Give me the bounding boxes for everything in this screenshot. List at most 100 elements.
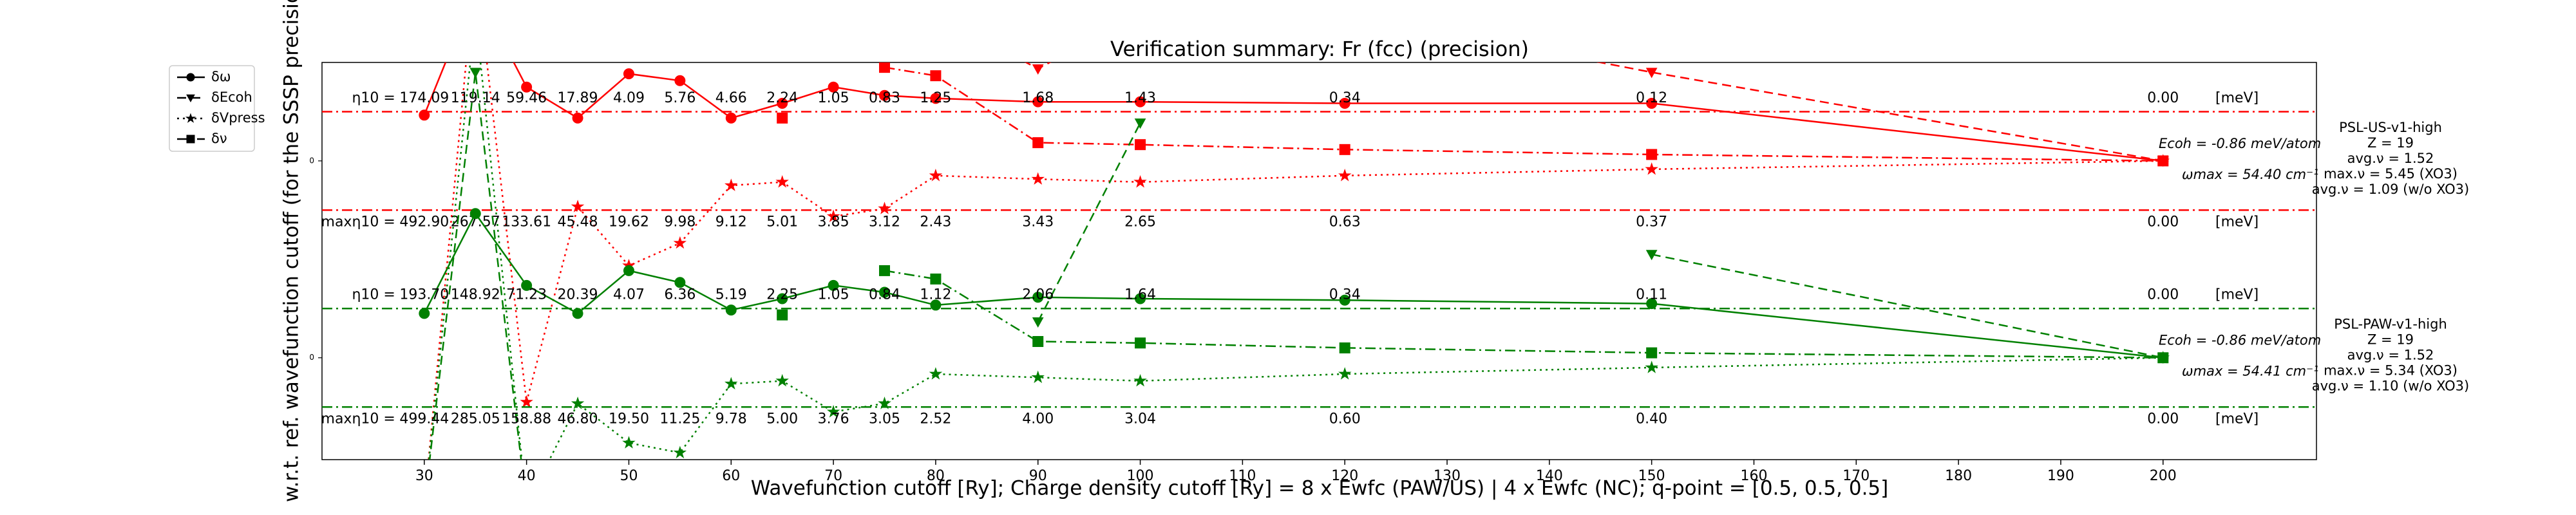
max-eta-label: maxη10 =: [321, 214, 395, 230]
eta-value: 71.23: [506, 287, 547, 303]
eta-value: 1.64: [1124, 287, 1156, 303]
marker: [931, 9, 941, 18]
max-eta-value: 0.60: [1329, 411, 1361, 427]
max-eta-value: 2.52: [920, 411, 951, 427]
marker: [724, 178, 738, 191]
x-tick-label: 130: [1434, 468, 1461, 484]
max-eta-value: 492.90: [399, 214, 449, 230]
max-eta-value: 0.63: [1329, 214, 1361, 230]
eta-value: 4.66: [715, 90, 747, 106]
note: ωmax = 54.40 cm⁻¹: [2182, 167, 2319, 182]
x-tick-label: 70: [824, 468, 842, 484]
marker: [1646, 149, 1658, 160]
marker: [1339, 294, 1350, 306]
series-line: [884, 270, 2163, 359]
x-tick-label: 120: [1331, 468, 1358, 484]
marker: [775, 175, 789, 188]
eta-label: η10 =: [352, 90, 395, 106]
series-line: [423, 62, 2163, 162]
marker: [521, 500, 533, 510]
marker: [879, 265, 891, 276]
marker: [1646, 298, 1658, 310]
unit-label: [meV]: [2215, 287, 2259, 303]
marker: [571, 200, 585, 212]
marker: [777, 9, 788, 18]
marker: [930, 93, 942, 104]
y-tick-label: 0: [309, 353, 314, 362]
marker: [777, 97, 788, 109]
panel-info: avg.ν = 1.52: [2347, 151, 2434, 166]
series-line: [884, 66, 2163, 162]
max-eta-value: 45.48: [558, 214, 598, 230]
x-tick-label: 110: [1229, 468, 1256, 484]
max-eta-value: 0.00: [2147, 411, 2179, 427]
marker: [674, 75, 686, 86]
x-tick-label: 200: [2150, 468, 2177, 484]
marker: [1135, 337, 1146, 349]
marker: [186, 94, 195, 103]
legend-label: δω: [211, 69, 231, 84]
chart-title: Verification summary: Fr (fcc) (precisio…: [1110, 37, 1529, 61]
eta-value: 6.36: [664, 287, 696, 303]
eta-value: 0.00: [2147, 90, 2179, 106]
max-eta-value: 2.43: [920, 214, 951, 230]
marker: [1133, 373, 1147, 387]
eta-value: 0.83: [869, 90, 900, 106]
marker: [520, 395, 533, 408]
marker: [572, 308, 583, 319]
marker: [186, 73, 195, 82]
max-eta-value: 3.12: [869, 214, 900, 230]
marker: [1032, 137, 1044, 149]
marker: [929, 367, 943, 380]
max-eta-value: 4.00: [1022, 411, 1054, 427]
marker: [724, 377, 738, 389]
max-eta-value: 11.25: [659, 411, 700, 427]
panel-info: max.ν = 5.34 (XO3): [2324, 363, 2458, 379]
y-tick-label: 0: [309, 156, 314, 165]
eta-value: 2.25: [766, 287, 798, 303]
eta-value: 0.12: [1636, 90, 1667, 106]
series-line: [1024, 62, 2164, 162]
marker: [2157, 155, 2169, 167]
marker: [1135, 293, 1146, 304]
marker: [1646, 347, 1658, 359]
marker: [930, 273, 942, 285]
marker: [623, 265, 634, 276]
marker: [1339, 97, 1350, 109]
panel-info: Z = 19: [2367, 332, 2414, 348]
panel-info: PSL-US-v1-high: [2339, 120, 2442, 135]
marker: [1339, 144, 1350, 155]
marker: [777, 112, 788, 124]
legend: δω δEcoh δVpress δν: [169, 65, 265, 152]
eta-value: 0.00: [2147, 287, 2179, 303]
marker: [1031, 370, 1045, 384]
max-eta-value: 19.62: [609, 214, 649, 230]
legend-label: δVpress: [211, 110, 265, 126]
max-eta-value: 158.88: [502, 411, 551, 427]
legend-label: δEcoh: [211, 89, 252, 105]
eta-value: 0.34: [1329, 287, 1361, 303]
max-eta-value: 9.78: [715, 411, 747, 427]
marker: [1135, 96, 1146, 108]
panel-info: Z = 19: [2367, 135, 2414, 151]
marker: [1133, 175, 1147, 188]
marker: [1032, 336, 1044, 348]
marker: [1032, 317, 1044, 328]
marker: [1645, 162, 1658, 175]
max-eta-value: 3.04: [1124, 411, 1156, 427]
marker: [1032, 96, 1044, 108]
marker: [1645, 250, 1658, 261]
panel-info: avg.ν = 1.09 (w/o XO3): [2312, 182, 2470, 197]
panel-info: avg.ν = 1.10 (w/o XO3): [2312, 379, 2470, 394]
max-eta-value: 9.12: [715, 214, 747, 230]
marker: [419, 109, 430, 121]
marker: [1339, 342, 1350, 353]
marker: [826, 405, 840, 418]
marker: [470, 7, 482, 18]
eta-value: 0.11: [1636, 287, 1667, 303]
panel-info: PSL-PAW-v1-high: [2334, 317, 2447, 332]
note: ωmax = 54.41 cm⁻¹: [2182, 364, 2319, 379]
marker: [930, 299, 942, 311]
eta-value: 193.70: [399, 287, 449, 303]
